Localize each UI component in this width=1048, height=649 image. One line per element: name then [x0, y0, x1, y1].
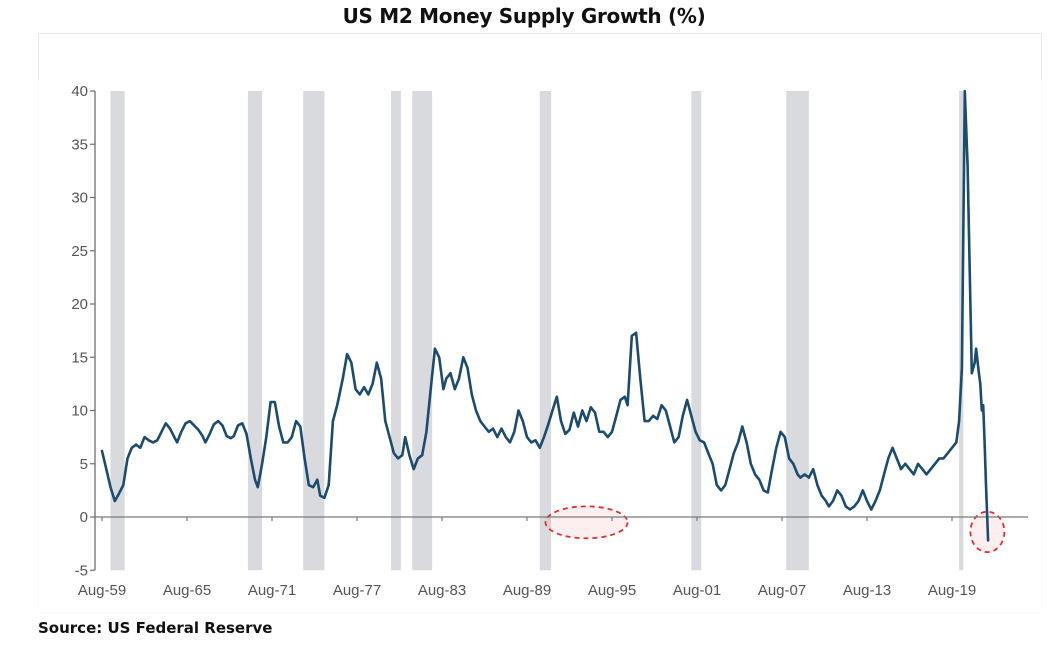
x-tick-label: Aug-77	[333, 582, 381, 599]
y-tick-label: 35	[71, 136, 88, 153]
y-tick-label: 5	[80, 456, 88, 473]
x-tick-label: Aug-83	[418, 582, 466, 599]
chart-title: US M2 Money Supply Growth (%)	[342, 4, 706, 28]
x-tick-label: Aug-01	[673, 582, 721, 599]
x-tick-label: Aug-95	[588, 582, 636, 599]
y-tick-label: 25	[71, 243, 88, 260]
x-tick-label: Aug-07	[758, 582, 806, 599]
recession-band	[412, 91, 433, 571]
x-tick-label: Aug-19	[928, 582, 976, 599]
x-tick-label: Aug-13	[843, 582, 891, 599]
x-tick-label: Aug-71	[248, 582, 296, 599]
series-line	[100, 89, 990, 542]
recession-band	[110, 91, 125, 571]
recession-band	[691, 91, 702, 571]
x-tick-label: Aug-89	[503, 582, 551, 599]
series	[100, 89, 990, 542]
y-tick-label: 40	[71, 83, 88, 100]
x-tick-label: Aug-65	[163, 582, 211, 599]
x-tick-labels: Aug-59 Aug-65 Aug-71 Aug-77 Aug-83 Aug-89 Aug-…	[78, 582, 976, 599]
y-tick-label: -5	[75, 562, 88, 579]
highlight-ellipses	[544, 505, 1006, 554]
y-tick-label: 10	[71, 403, 88, 420]
recession-band	[391, 91, 401, 571]
source-note: Source: US Federal Reserve	[38, 619, 273, 637]
y-tick-label: 30	[71, 190, 88, 207]
y-tick-label: 20	[71, 296, 88, 313]
recession-band	[247, 91, 263, 571]
axes	[90, 90, 1028, 571]
y-tick-label: 15	[71, 349, 88, 366]
recession-band	[539, 91, 552, 571]
recession-band	[303, 91, 325, 571]
x-tick-label: Aug-59	[78, 582, 126, 599]
y-tick-labels: 40 35 30 25 20 15 10 5 0 -5	[71, 83, 88, 579]
highlight-ellipse	[544, 505, 629, 540]
recession-band	[786, 91, 809, 571]
y-tick-label: 0	[80, 509, 88, 526]
